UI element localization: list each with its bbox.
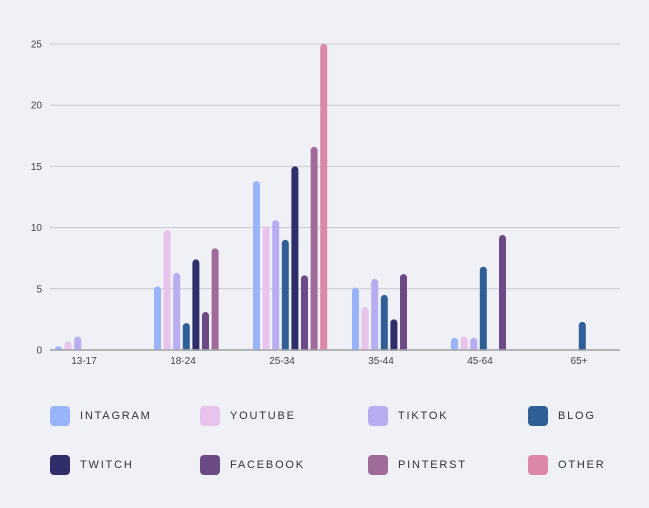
bar-twitch-25-34: [291, 166, 299, 353]
bar-twitch-35-44: [390, 319, 398, 353]
bar-twitch-18-24: [192, 259, 200, 353]
y-tick-label: 10: [31, 223, 43, 234]
x-tick-label: 25-34: [269, 356, 295, 367]
bar-blog-65+: [578, 321, 586, 353]
bar-blog-18-24: [182, 323, 190, 353]
bar-blog-25-34: [281, 239, 289, 353]
bar-intagram-25-34: [253, 181, 260, 353]
bar-intagram-35-44: [352, 287, 359, 353]
x-tick-label: 18-24: [170, 356, 196, 367]
y-tick-label: 5: [36, 284, 42, 295]
bar-blog-45-64: [479, 266, 487, 353]
x-tick-label: 65+: [571, 356, 588, 367]
bar-blog-35-44: [380, 294, 388, 353]
bar-intagram-45-64: [451, 337, 458, 353]
x-tick-label: 13-17: [71, 356, 97, 367]
bar-facebook-35-44: [400, 274, 407, 353]
bar-facebook-25-34: [301, 275, 308, 353]
bar-facebook-18-24: [202, 312, 209, 353]
bar-pinterst-25-34: [310, 146, 318, 353]
y-tick-label: 25: [31, 40, 43, 51]
bar-youtube-18-24: [163, 230, 171, 353]
bar-youtube-45-64: [460, 336, 468, 353]
x-tick-label: 45-64: [467, 356, 493, 367]
y-tick-label: 0: [36, 346, 42, 357]
bar-tiktok-13-17: [74, 336, 82, 353]
bar-youtube-25-34: [262, 226, 270, 353]
bar-tiktok-35-44: [371, 279, 379, 353]
bar-tiktok-18-24: [173, 272, 181, 353]
bar-intagram-18-24: [154, 286, 161, 353]
bar-tiktok-25-34: [272, 220, 280, 353]
y-tick-label: 15: [31, 162, 43, 173]
y-tick-label: 20: [31, 101, 43, 112]
x-tick-label: 35-44: [368, 356, 394, 367]
bar-pinterst-18-24: [211, 248, 219, 353]
bar-youtube-35-44: [361, 307, 369, 353]
bar-facebook-45-64: [499, 234, 506, 353]
bar-tiktok-45-64: [470, 337, 478, 353]
bar-other-25-34: [320, 44, 328, 353]
baseline-mask: [50, 350, 620, 355]
